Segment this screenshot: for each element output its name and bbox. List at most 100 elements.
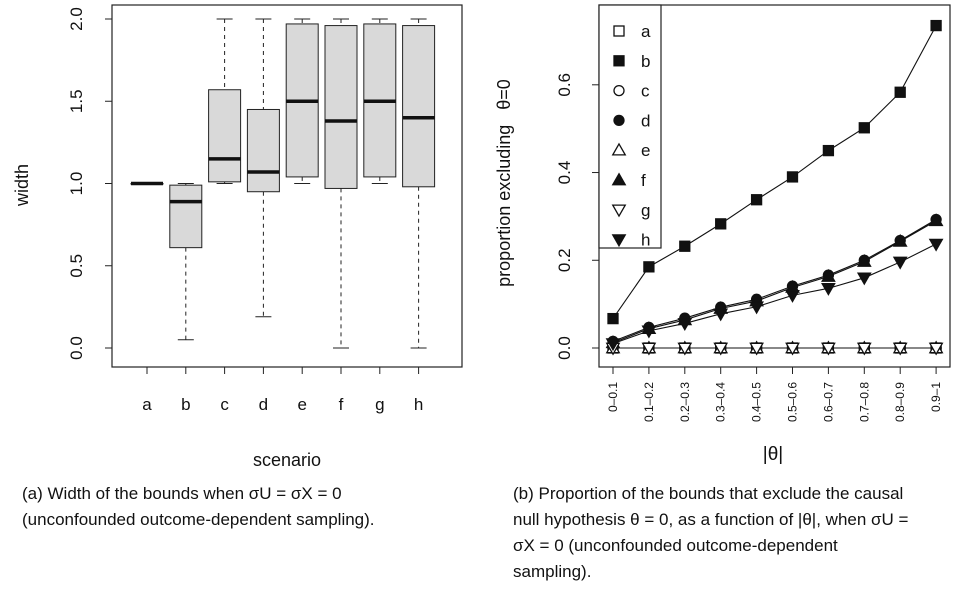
legend-symbol-g: [611, 204, 627, 218]
series-d-line: [612, 218, 937, 342]
box-a: [130, 181, 164, 186]
series-b-point-9: [930, 19, 942, 32]
panel-a-xtick-label-g: g: [375, 395, 384, 414]
series-h-point-2: [677, 318, 693, 331]
panel-a-ytick-label-4: 2.0: [67, 7, 86, 31]
series-b-point-5: [786, 171, 799, 183]
panel-b-xlabel: |θ|: [763, 444, 783, 465]
panel-b-xtick-label-4: 0.4–0.5: [750, 382, 764, 422]
series-b-line: [612, 25, 937, 319]
panel-b-xtick-label-7: 0.7–0.8: [857, 382, 871, 422]
series-f-point-7: [856, 254, 872, 267]
caption-a: (a) Width of the bounds when σU = σX = 0…: [22, 484, 375, 529]
series-b-point-0: [607, 312, 619, 325]
legend-box: [598, 4, 662, 249]
box-c-iqr: [208, 89, 242, 183]
panel-b-xtick-label-9: 0.9–1: [929, 382, 943, 412]
series-b-point-7: [858, 122, 870, 134]
series-g-point-5: [785, 342, 800, 356]
legend-label-c: c: [641, 82, 650, 101]
series-f-point-8: [892, 233, 908, 247]
series-b-point-3: [715, 218, 727, 230]
panel-b-xtick-label-2: 0.2–0.3: [678, 382, 692, 422]
legend-symbol-d: [613, 114, 625, 127]
panel-a-ytick-label-1: 0.5: [67, 254, 86, 278]
series-h-point-9: [928, 238, 944, 252]
panel-b-ytick-label-3: 0.6: [555, 73, 574, 97]
series-h-point-5: [785, 290, 800, 303]
series-f-point-9: [928, 213, 944, 227]
box-c: [208, 18, 242, 184]
box-f-iqr: [324, 25, 358, 189]
panel-a-xtick-label-e: e: [297, 395, 306, 414]
panel-a-ylabel: width: [12, 164, 32, 207]
series-g-point-7: [856, 342, 872, 356]
series-g-point-8: [892, 342, 908, 356]
series-g-point-2: [677, 342, 693, 356]
series-g-point-3: [713, 342, 729, 356]
series-b: [607, 19, 942, 325]
panel-b-xtick-label-6: 0.6–0.7: [821, 382, 835, 422]
legend-label-f: f: [641, 171, 646, 190]
box-f: [324, 18, 358, 349]
series-g-point-9: [928, 342, 944, 356]
panel-a-boxplot: width scenario 0.0 0.5 1.0 1.5 2.0 a b c d e f g h: [12, 4, 463, 470]
series-b-point-8: [894, 86, 906, 98]
box-g: [363, 18, 397, 184]
box-e: [285, 18, 319, 184]
panel-a-xtick-label-f: f: [339, 395, 344, 414]
panel-a-frame: [111, 4, 463, 368]
series-g-point-6: [821, 342, 836, 356]
box-h-iqr: [402, 25, 436, 188]
panel-b-ytick-label-0: 0.0: [555, 336, 574, 360]
panel-a-xtick-label-a: a: [142, 395, 152, 414]
series-h-point-3: [713, 308, 729, 322]
series-g: [605, 342, 944, 356]
series-h: [605, 238, 944, 352]
panel-a-xtick-label-d: d: [259, 395, 268, 414]
legend-symbol-f: [611, 172, 627, 186]
series-b-point-2: [679, 240, 691, 252]
legend-label-e: e: [641, 141, 650, 160]
panel-b-ytick-label-2: 0.4: [555, 161, 574, 185]
series-e: [605, 340, 944, 354]
panel-b-xtick-label-0: 0–0.1: [606, 382, 620, 412]
series-h-point-8: [892, 256, 908, 270]
series-b-point-4: [750, 194, 763, 206]
legend-label-b: b: [641, 52, 650, 71]
legend-symbol-h: [611, 234, 627, 248]
panel-b-ylabel: proportion excluding θ=0: [494, 79, 514, 287]
series-h-line: [612, 243, 937, 345]
legend-symbol-a: [613, 25, 625, 37]
legend-symbol-c: [613, 84, 625, 97]
caption-b: (b) Proportion of the bounds that exclud…: [513, 484, 909, 581]
series-h-point-4: [749, 301, 764, 315]
box-b-iqr: [169, 184, 203, 249]
box-b: [169, 183, 203, 341]
series-h-point-1: [641, 325, 657, 339]
panel-a-xtick-label-b: b: [181, 395, 190, 414]
box-d-iqr: [246, 108, 280, 193]
panel-b-xtick-label-1: 0.1–0.2: [642, 382, 656, 422]
box-d: [246, 18, 280, 318]
panel-a-ytick-label-2: 1.0: [67, 172, 86, 196]
series-f-line: [612, 220, 937, 344]
panel-a-xtick-label-h: h: [414, 395, 423, 414]
series-g-point-1: [641, 342, 657, 356]
panel-b-xtick-label-3: 0.3–0.4: [714, 382, 728, 422]
legend-label-g: g: [641, 201, 650, 220]
legend-symbol-e: [611, 142, 627, 156]
panel-b-xtick-label-8: 0.8–0.9: [893, 382, 907, 422]
series-g-point-4: [749, 342, 764, 356]
box-h: [402, 18, 436, 349]
series-h-point-6: [821, 283, 836, 296]
series-b-point-6: [822, 144, 835, 157]
panel-b-xtick-label-5: 0.5–0.6: [786, 382, 800, 422]
legend-label-h: h: [641, 231, 650, 250]
panel-a-xtick-label-c: c: [220, 395, 229, 414]
legend-symbol-b: [613, 55, 625, 67]
series-h-point-0: [605, 338, 621, 352]
panel-b-ytick-label-1: 0.2: [555, 248, 574, 272]
